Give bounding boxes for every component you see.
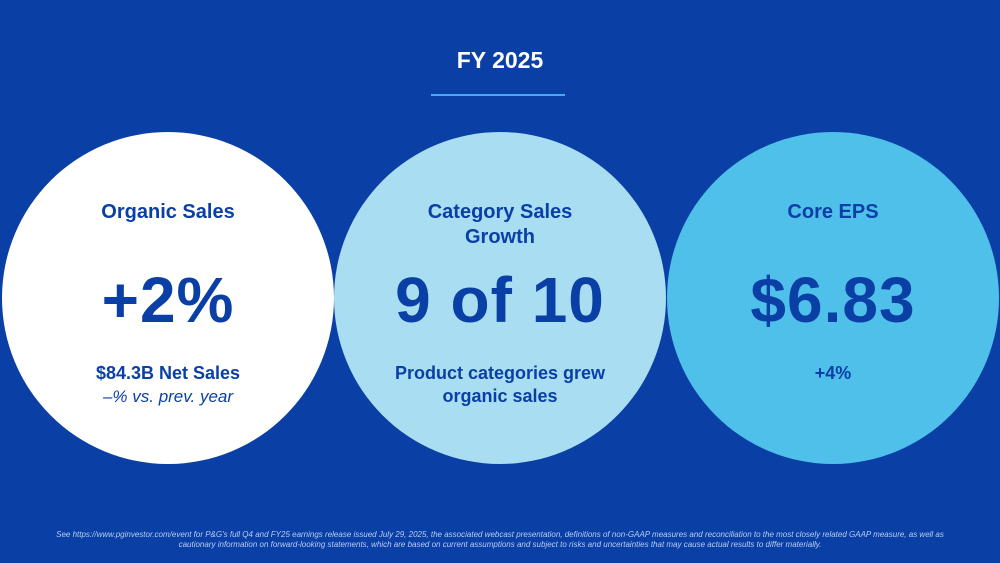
core-eps-value: $6.83 — [750, 264, 916, 336]
organic-sales-heading: Organic Sales — [101, 201, 235, 223]
organic-sales-value: +2% — [101, 264, 235, 336]
core-eps-heading: Core EPS — [787, 201, 879, 223]
category-growth-description: Product categories grew organic sales — [394, 363, 606, 406]
net-sales-text: $84.3B Net Sales — [95, 363, 241, 383]
category-growth-value: 9 of 10 — [395, 264, 605, 336]
footnote: See https://www.pginvestor.com/event for… — [56, 530, 944, 549]
core-eps-circle: Core EPS $6.83 +4% — [667, 132, 999, 464]
net-sales-change-text: –% vs. prev. year — [102, 387, 234, 406]
organic-sales-circle: Organic Sales +2% $84.3B Net Sales –% vs… — [2, 132, 334, 464]
title-underline — [431, 94, 565, 96]
core-eps-change: +4% — [814, 363, 852, 383]
category-growth-circle: Category Sales Growth 9 of 10 Product ca… — [334, 132, 666, 464]
slide-title: FY 2025 — [456, 47, 544, 73]
category-growth-heading: Category Sales Growth — [427, 201, 573, 248]
